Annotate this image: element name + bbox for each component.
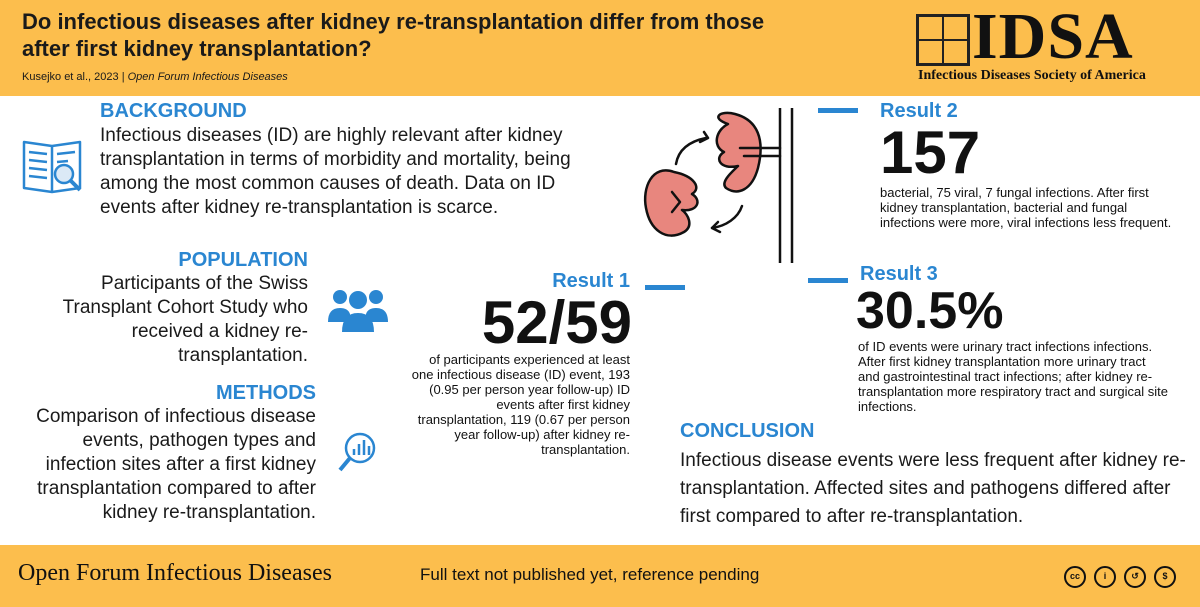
footer-journal: Open Forum Infectious Diseases	[18, 560, 332, 586]
population-text: Participants of the Swiss Transplant Coh…	[62, 273, 308, 366]
page-title: Do infectious diseases after kidney re-t…	[22, 9, 765, 61]
population-heading: POPULATION	[178, 249, 308, 271]
citation: Kusejko et al., 2023 | Open Forum Infect…	[22, 71, 288, 83]
result2-text: bacterial, 75 viral, 7 fungal infections…	[880, 185, 1172, 230]
background-text: Infectious diseases (ID) are highly rele…	[100, 125, 571, 218]
sa-icon: ↺	[1124, 566, 1146, 588]
nc-icon: $	[1154, 566, 1176, 588]
methods-heading: METHODS	[216, 382, 316, 404]
idsa-logo-subtitle: Infectious Diseases Society of America	[918, 68, 1146, 83]
result1-value: 52/59	[481, 289, 632, 356]
people-group-icon	[328, 284, 388, 334]
result3-connector	[808, 278, 848, 283]
result1-text: of participants experienced at least one…	[411, 352, 630, 457]
by-icon: i	[1094, 566, 1116, 588]
citation-authors: Kusejko et al., 2023	[22, 71, 119, 83]
result2-connector	[818, 108, 858, 113]
chart-magnifier-icon	[336, 428, 382, 474]
header-banner	[0, 0, 1200, 96]
result1-connector	[645, 285, 685, 290]
result2-label: Result 2	[880, 100, 958, 122]
result3-text: of ID events were urinary tract infectio…	[858, 339, 1168, 414]
citation-separator: |	[121, 71, 125, 83]
result3-value: 30.5%	[856, 282, 1004, 340]
idsa-emblem-icon	[916, 14, 970, 66]
footer-note: Full text not published yet, reference p…	[420, 565, 760, 584]
result3-label: Result 3	[860, 263, 938, 285]
book-magnifier-icon	[18, 130, 88, 200]
methods-text: Comparison of infectious disease events,…	[36, 406, 316, 523]
kidney-transplant-icon	[640, 106, 815, 265]
footer-banner	[0, 545, 1200, 607]
result2-value: 157	[880, 119, 981, 186]
idsa-logo-text: IDSA	[972, 0, 1134, 73]
conclusion-text: Infectious disease events were less freq…	[680, 450, 1186, 527]
background-heading: BACKGROUND	[100, 100, 247, 122]
cc-icon: cc	[1064, 566, 1086, 588]
conclusion-heading: CONCLUSION	[680, 420, 815, 442]
citation-journal: Open Forum Infectious Diseases	[127, 71, 288, 83]
result1-label: Result 1	[552, 270, 630, 292]
